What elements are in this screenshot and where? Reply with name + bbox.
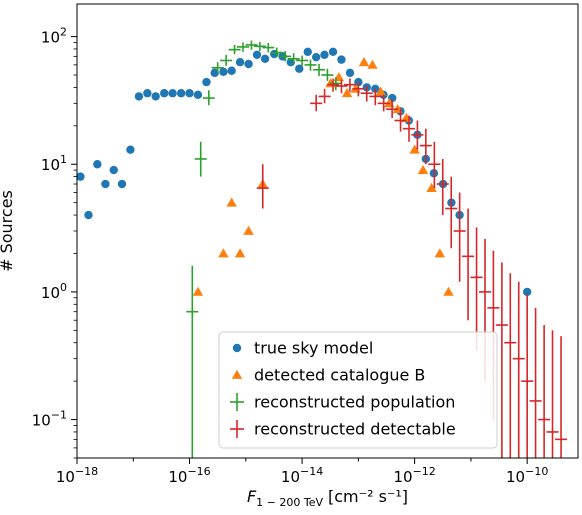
x-axis-label-subscript: 1 − 200 TeV <box>256 496 323 509</box>
data-point <box>210 68 219 78</box>
data-point <box>117 179 127 189</box>
x-tick-label: 10−18 <box>56 465 98 486</box>
series-reconstructed-population <box>186 40 342 458</box>
x-tick-label: 10−12 <box>393 465 435 486</box>
data-point <box>341 88 353 98</box>
legend-label: reconstructed population <box>254 393 455 412</box>
legend: true sky model detected catalogue B recons… <box>218 331 498 449</box>
data-point <box>134 92 144 101</box>
data-point <box>337 55 346 64</box>
data-point <box>185 89 194 98</box>
data-point <box>143 89 152 98</box>
y-tick-label: 100 <box>41 281 67 302</box>
x-axis-label-units: [cm⁻² s⁻¹] <box>328 487 408 506</box>
data-point <box>295 64 304 73</box>
data-point <box>367 59 378 69</box>
data-point <box>311 52 321 62</box>
data-point <box>151 92 160 101</box>
x-axis-label-symbol: F <box>247 487 257 506</box>
legend-key <box>230 393 244 411</box>
series-layer <box>76 40 568 458</box>
legend-label: detected catalogue B <box>254 366 425 385</box>
axis-ticks: 10−18 10−16 10−14 10−12 10−10 10−1 100 101 102 <box>32 26 549 486</box>
data-point <box>192 286 204 296</box>
data-point <box>303 47 312 57</box>
data-point <box>260 54 270 63</box>
data-point <box>244 59 253 69</box>
x-tick-label: 10−10 <box>506 465 548 486</box>
data-point <box>320 50 329 60</box>
y-tick-label: 102 <box>41 26 67 47</box>
legend-box <box>218 331 498 449</box>
data-point <box>193 90 203 99</box>
series-true-sky-model <box>76 47 532 297</box>
data-point <box>226 197 237 207</box>
data-point <box>252 50 262 60</box>
data-point <box>443 286 454 296</box>
data-point <box>176 89 186 98</box>
data-point <box>426 182 437 193</box>
data-point <box>219 67 228 76</box>
legend-label: true sky model <box>254 339 373 358</box>
data-point <box>345 68 355 78</box>
legend-label: reconstructed detectable <box>254 420 456 439</box>
y-tick-label: 10−1 <box>32 409 67 430</box>
data-point <box>101 179 110 189</box>
data-point <box>375 86 386 96</box>
legend-marker <box>232 343 242 353</box>
legend-key <box>232 343 242 353</box>
data-point <box>409 144 420 154</box>
data-point <box>76 172 85 181</box>
y-tick-label: 101 <box>41 153 67 174</box>
data-point <box>243 225 254 235</box>
series-detected-catalogue-B <box>192 57 454 296</box>
data-point <box>235 58 245 67</box>
legend-key <box>230 420 244 438</box>
data-point <box>234 248 246 258</box>
data-point <box>417 164 429 174</box>
data-point <box>358 57 370 67</box>
data-point <box>218 248 229 258</box>
series-reconstructed-detectable <box>256 78 568 458</box>
data-point <box>126 145 135 154</box>
x-tick-label: 10−16 <box>168 465 210 486</box>
legend-marker <box>231 369 243 379</box>
y-axis-label: # Sources <box>0 190 16 272</box>
data-point <box>434 248 445 258</box>
x-tick-label: 10−14 <box>281 465 323 486</box>
data-point <box>168 89 177 98</box>
legend-key <box>231 369 243 379</box>
data-point <box>109 165 118 175</box>
data-point <box>93 160 102 169</box>
data-point <box>202 77 211 87</box>
x-axis-label: F1 − 200 TeV [cm⁻² s⁻¹] <box>247 487 408 509</box>
data-point <box>328 47 338 57</box>
data-point <box>522 287 532 297</box>
data-point <box>227 66 236 75</box>
data-point <box>84 210 93 220</box>
data-point <box>160 89 169 98</box>
